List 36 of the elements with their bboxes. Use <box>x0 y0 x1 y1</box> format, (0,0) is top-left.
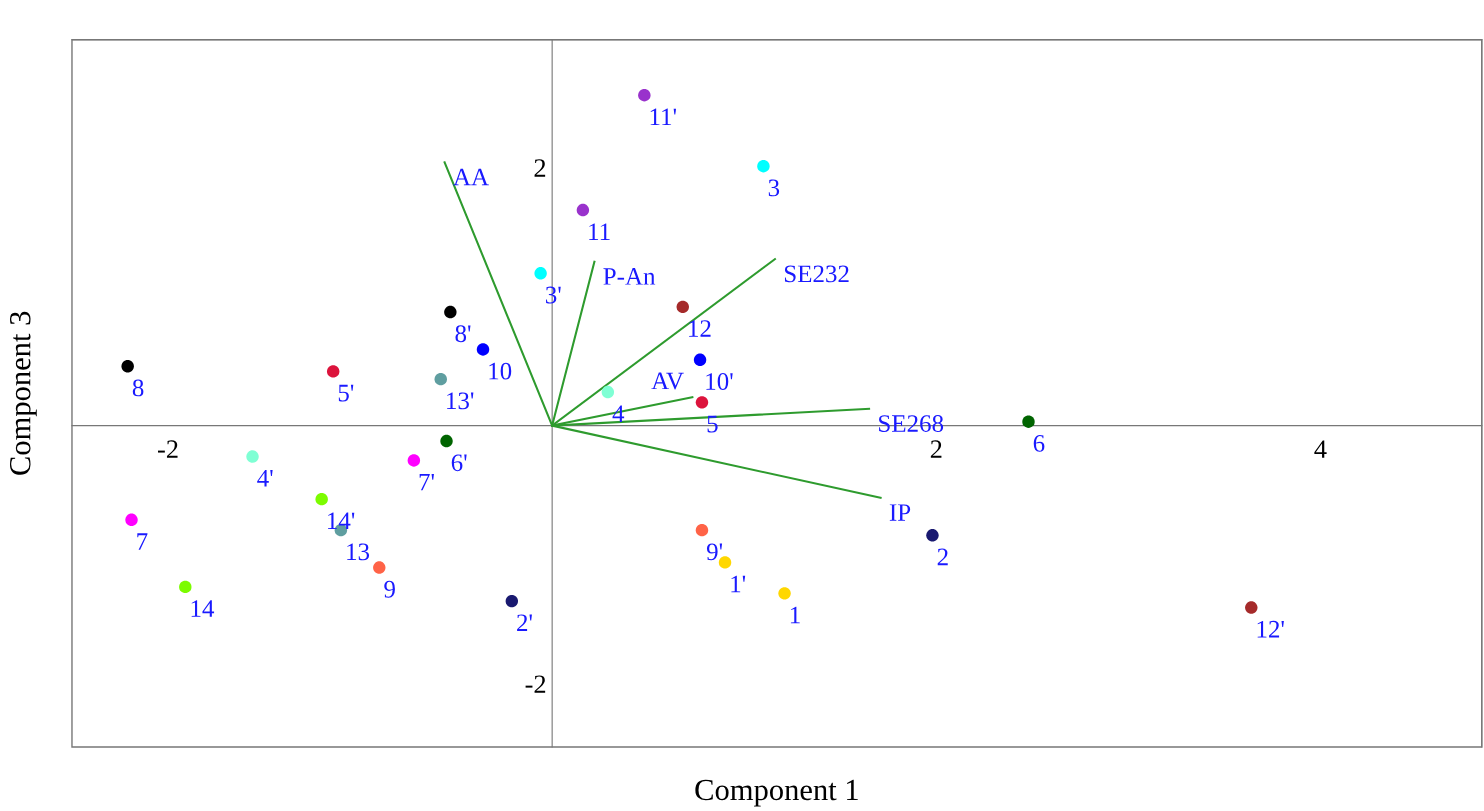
annotation: IP <box>889 504 911 521</box>
annotation: 13 <box>347 543 370 561</box>
annotation: 9' <box>706 543 723 561</box>
annotation: 10' <box>706 373 733 390</box>
annotation: 6 <box>1033 435 1045 452</box>
x-tick-label: 2 <box>930 440 942 458</box>
annotation: SE232 <box>784 265 849 283</box>
annotation: 14' <box>328 512 355 529</box>
y-axis-title: Component 3 <box>9 311 37 475</box>
annotation: 7' <box>419 473 434 491</box>
x-tick-label: 4 <box>1314 440 1327 458</box>
annotation: 3' <box>545 286 561 304</box>
annotation: 1 <box>790 606 800 624</box>
annotation: P-An <box>603 268 656 285</box>
annotation: 12 <box>689 320 711 337</box>
annotation: 1' <box>731 575 746 593</box>
annotation: 11 <box>589 223 610 240</box>
annotation: 3 <box>768 179 780 197</box>
annotation: 8' <box>455 325 471 343</box>
annotation: 5' <box>338 384 354 402</box>
annotation: 10 <box>489 362 512 380</box>
annotation: 11' <box>650 108 677 126</box>
annotation: 6' <box>451 454 467 472</box>
annotation: 7 <box>137 533 148 550</box>
annotation: 13' <box>447 392 474 410</box>
annotation: 9 <box>384 580 395 598</box>
annotation: 2' <box>517 614 532 631</box>
x-tick-label: -2 <box>158 440 178 458</box>
annotation: 2 <box>937 548 948 566</box>
annotation: 4' <box>257 469 273 487</box>
annotation: 14 <box>191 600 215 617</box>
x-axis-title: Component 1 <box>695 779 858 807</box>
annotation: 8 <box>132 379 144 397</box>
annotation: AV <box>651 372 684 390</box>
annotation: AA <box>453 168 489 186</box>
annotation: 12' <box>1257 620 1284 638</box>
